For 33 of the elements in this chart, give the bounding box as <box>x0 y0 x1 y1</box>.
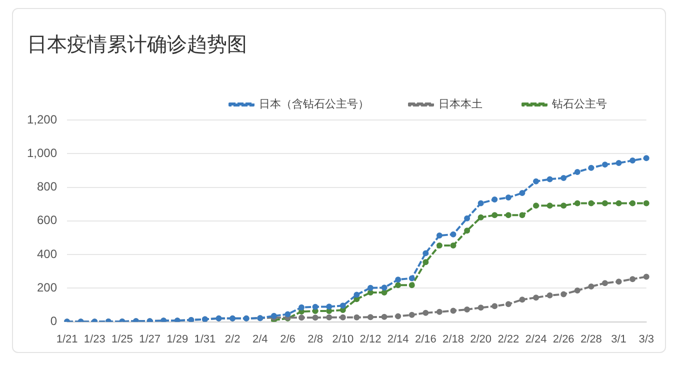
x-tick-label: 1/23 <box>84 333 106 346</box>
x-tick-label: 2/10 <box>332 333 354 346</box>
chart-title: 日本疫情累计确诊趋势图 <box>27 31 247 58</box>
x-tick-label: 2/6 <box>280 333 296 346</box>
x-tick-label: 1/31 <box>194 333 216 346</box>
x-tick-label: 2/28 <box>580 333 602 346</box>
x-tick-label: 1/27 <box>139 333 160 346</box>
x-tick-label: 2/2 <box>224 333 240 346</box>
x-tick-label: 2/24 <box>525 333 547 346</box>
y-tick-label: 400 <box>37 246 58 261</box>
x-tick-label: 2/16 <box>414 333 436 346</box>
y-tick-label: 800 <box>37 180 58 194</box>
legend-label: 日本本土 <box>438 97 482 110</box>
x-tick-label: 2/18 <box>442 333 464 346</box>
y-tick-label: 600 <box>37 213 58 228</box>
x-tick-label: 2/22 <box>498 333 520 346</box>
x-tick-label: 1/21 <box>56 333 78 346</box>
x-tick-label: 2/26 <box>552 333 574 346</box>
x-tick-label: 1/25 <box>111 333 133 346</box>
x-tick-label: 2/14 <box>387 333 409 346</box>
y-tick-label: 0 <box>50 314 58 328</box>
x-tick-label: 1/29 <box>166 333 188 346</box>
x-tick-label: 2/8 <box>308 333 323 346</box>
y-tick-label: 1,000 <box>27 146 58 160</box>
x-tick-label: 3/1 <box>611 333 626 346</box>
x-tick-label: 3/3 <box>638 333 654 346</box>
x-tick-label: 2/12 <box>360 333 382 346</box>
legend-label: 钻石公主号 <box>551 97 607 110</box>
y-tick-label: 200 <box>37 280 58 294</box>
y-tick-label: 1,200 <box>27 112 58 126</box>
x-tick-label: 2/4 <box>252 333 268 346</box>
x-tick-label: 2/20 <box>470 333 492 346</box>
legend-label: 日本（含钻石公主号） <box>259 97 369 110</box>
